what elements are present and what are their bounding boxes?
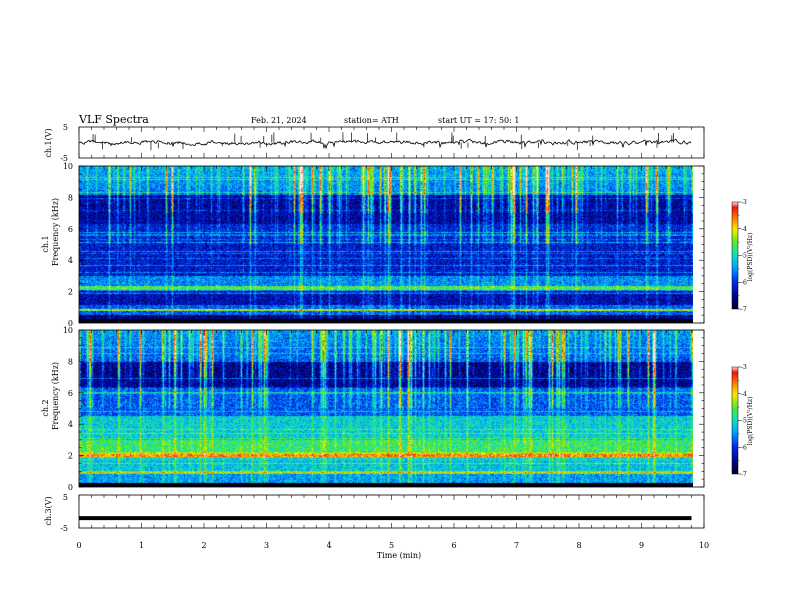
frequency-tick-label: 4: [68, 420, 73, 429]
frequency-tick-label: 4: [68, 256, 73, 265]
ch1-waveform-line: [78, 138, 692, 150]
ch1-spectrogram-image-holder: [79, 166, 693, 323]
frequency-tick-label: 2: [68, 452, 73, 461]
time-tick-label: 10: [699, 541, 709, 550]
frequency-tick-label: 0: [68, 319, 73, 328]
colorbar-tick-label: -3: [741, 199, 747, 206]
ch3-waveform-ticks: [78, 495, 705, 528]
time-tick-label: 0: [76, 541, 81, 550]
colorbar-tick-label: -7: [741, 471, 747, 478]
colorbar-tick-label: -5: [741, 253, 747, 260]
ch2-colorbar: -3 -4 -5 -6 -7: [731, 364, 747, 478]
time-axis-ticklabels: 0 1 2 3 4 5 6 7 8 9 10: [76, 541, 709, 550]
frequency-tick-label: 0: [68, 483, 73, 492]
frequency-tick-label: 8: [68, 193, 73, 202]
ch2-spectrogram-heatmap: [79, 330, 693, 487]
ch1-spectrogram-heatmap: [79, 166, 693, 323]
start-ut-label: start UT = 17: 50: 1: [438, 116, 519, 125]
ch1-waveform-xticks: [78, 127, 705, 158]
ch1-colorbar-label: log(PSD)(V²/Hz): [747, 233, 754, 282]
colorbar-tick-label: -6: [741, 444, 747, 451]
time-tick-label: 1: [139, 541, 144, 550]
time-tick-label: 4: [326, 541, 331, 550]
colorbar-tick-label: -4: [741, 391, 747, 398]
time-tick-label: 3: [264, 541, 269, 550]
frequency-tick-label: 10: [63, 326, 73, 335]
frequency-tick-label: 10: [63, 162, 73, 171]
ch3-waveform-panel: 5 -5 ch.3(V) 0 1 2 3 4 5 6 7 8 9 10 Time (min): [44, 493, 709, 560]
ch2-spectrogram-ticks: [78, 329, 705, 488]
figure-title: VLF Spectra: [78, 113, 149, 126]
colorbar-gradient: [731, 366, 739, 475]
ch1-ylabel: ch.1(V): [44, 128, 53, 157]
colorbar-tick-label: -3: [741, 364, 747, 371]
frequency-tick-label: 8: [68, 357, 73, 366]
ch3-ylabel: ch.3(V): [44, 496, 53, 525]
time-tick-label: 5: [389, 541, 394, 550]
ch2-frequency-ticklabels: 0 2 4 6 8 10: [63, 326, 73, 492]
ch3-ytick-top: 5: [63, 493, 68, 502]
ch2-spectrogram-ylabel-channel: ch.2: [41, 399, 50, 416]
colorbar-tick-label: -6: [741, 279, 747, 286]
time-tick-label: 8: [576, 541, 581, 550]
ch2-spectrogram-panel: 0 2 4 6 8 10 ch.2 Frequency (kHz): [41, 326, 705, 492]
colorbar-tick-label: -4: [741, 226, 747, 233]
colorbar-tick-label: -5: [741, 418, 747, 425]
colorbar-gradient: [731, 201, 739, 310]
ch1-spectrogram-ylabel-channel: ch.1: [41, 235, 50, 252]
ch3-ytick-bottom: -5: [60, 524, 68, 533]
frequency-tick-label: 6: [68, 225, 73, 234]
frequency-tick-label: 2: [68, 288, 73, 297]
time-axis-label: Time (min): [377, 551, 421, 560]
time-tick-label: 9: [639, 541, 644, 550]
ch1-spikes: [92, 132, 674, 151]
ch2-spectrogram-ylabel-frequency: Frequency (kHz): [51, 362, 60, 430]
ch1-ytick-top: 5: [63, 123, 68, 132]
time-tick-label: 6: [451, 541, 456, 550]
ch1-colorbar: -3 -4 -5 -6 -7: [731, 199, 747, 313]
ch2-colorbar-label: log(PSD)(V²/Hz): [747, 397, 754, 446]
ch1-waveform-panel: 5 -5 ch.1(V): [44, 123, 705, 163]
ch1-frequency-ticklabels: 0 2 4 6 8 10: [63, 162, 73, 328]
ch2-spectrogram-image-holder: [79, 330, 693, 487]
time-tick-label: 2: [201, 541, 206, 550]
time-tick-label: 7: [514, 541, 519, 550]
station-label: station= ATH: [344, 116, 399, 125]
frequency-tick-label: 6: [68, 389, 73, 398]
colorbar-tick-label: -7: [741, 306, 747, 313]
ch1-spectrogram-ticks: [78, 165, 705, 324]
date-label: Feb. 21, 2024: [251, 116, 307, 125]
ch1-spectrogram-panel: 0 2 4 6 8 10 ch.1 Frequency (kHz): [41, 162, 705, 328]
ch1-ytick-bottom: -5: [60, 154, 68, 163]
ch1-spectrogram-ylabel-frequency: Frequency (kHz): [51, 198, 60, 266]
